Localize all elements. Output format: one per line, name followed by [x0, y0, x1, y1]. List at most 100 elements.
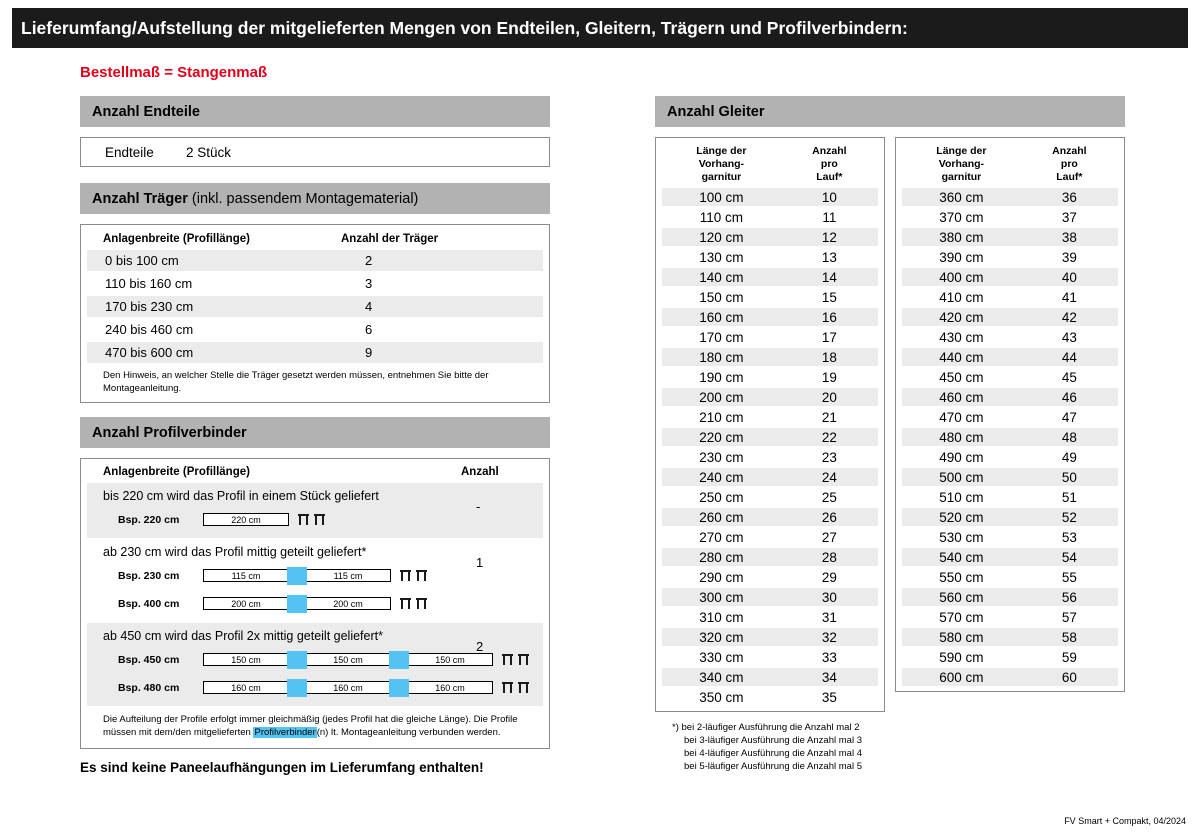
profile-segment: 160 cm [407, 681, 493, 695]
section-header-endteile: Anzahl Endteile [80, 96, 550, 127]
profilverbinder-table: Anlagenbreite (Profillänge) Anzahl bis 2… [80, 458, 550, 749]
length-cell: 280 cm [699, 549, 744, 565]
length-cell: 320 cm [699, 629, 744, 645]
table-row: 110 cm 11 [662, 208, 878, 226]
table-row: 150 cm 15 [662, 288, 878, 306]
length-cell: 570 cm [939, 609, 984, 625]
count-cell: 52 [1061, 509, 1077, 525]
table-row: 170 bis 230 cm 4 [87, 296, 543, 317]
table-row: 0 bis 100 cm 2 [87, 250, 543, 271]
count-cell: 60 [1061, 669, 1077, 685]
profile-example: Bsp. 400 cm 200 cm 200 cm [87, 594, 543, 613]
gleiter-table-header: Länge der Vorhang- garnitur Anzahl pro L… [662, 138, 878, 188]
profile-segment: 200 cm [203, 597, 289, 611]
pv-note-before: Die Aufteilung der Profile erfolgt immer… [103, 714, 518, 738]
section-title-traeger: Anzahl Träger [92, 190, 188, 207]
page-footer: FV Smart + Compakt, 04/2024 [1064, 816, 1186, 826]
table-row: 310 cm 31 [662, 608, 878, 626]
length-cell: 370 cm [939, 209, 984, 225]
count-cell: 57 [1061, 609, 1077, 625]
table-row: 550 cm 55 [902, 568, 1118, 586]
table-row: 370 cm 37 [902, 208, 1118, 226]
length-cell: 130 cm [699, 249, 744, 265]
profile-diagram: 200 cm 200 cm [203, 594, 391, 613]
count-cell: 54 [1061, 549, 1077, 565]
example-label: Bsp. 480 cm [118, 681, 180, 694]
table-row: 250 cm 25 [662, 488, 878, 506]
length-cell: 290 cm [699, 569, 744, 585]
length-cell: 470 cm [939, 409, 984, 425]
count-cell: 59 [1061, 649, 1077, 665]
count-cell: 55 [1061, 569, 1077, 585]
length-cell: 590 cm [939, 649, 984, 665]
length-cell: 530 cm [939, 529, 984, 545]
count-cell: 34 [821, 669, 837, 685]
count-cell: 23 [821, 449, 837, 465]
profile-segment: 150 cm [407, 653, 493, 667]
length-cell: 210 cm [699, 409, 744, 425]
section-title-endteile: Anzahl Endteile [92, 103, 200, 120]
length-cell: 250 cm [699, 489, 744, 505]
count-cell: 47 [1061, 409, 1077, 425]
length-cell: 310 cm [699, 609, 744, 625]
traeger-bracket-icon [400, 598, 427, 610]
table-row: 560 cm 56 [902, 588, 1118, 607]
table-row: 590 cm 59 [902, 648, 1118, 666]
count-cell: 16 [821, 309, 837, 325]
col-header-anzahl-pro-lauf: Anzahl pro Lauf* [812, 145, 847, 183]
table-row: 110 bis 160 cm 3 [87, 273, 543, 294]
length-cell: 360 cm [939, 189, 984, 205]
table-row: 470 cm 47 [902, 408, 1118, 426]
length-cell: 430 cm [939, 329, 984, 345]
range-cell: 470 bis 600 cm [105, 345, 194, 360]
count-cell: 27 [821, 529, 837, 545]
table-row: 470 bis 600 cm 9 [87, 342, 543, 363]
profile-example: Bsp. 230 cm 115 cm 115 cm [87, 566, 543, 585]
paneel-note: Es sind keine Paneelaufhängungen im Lief… [80, 759, 484, 775]
bracket-icon [502, 682, 513, 694]
pv-section-text: ab 450 cm wird das Profil 2x mittig gete… [103, 629, 383, 644]
table-row: 390 cm 39 [902, 248, 1118, 266]
table-row: 490 cm 49 [902, 448, 1118, 466]
table-row: 190 cm 19 [662, 368, 878, 386]
example-label: Bsp. 230 cm [118, 569, 180, 582]
count-cell: 48 [1061, 429, 1077, 445]
table-row: 240 bis 460 cm 6 [87, 319, 543, 340]
pv-section-bis-220: bis 220 cm wird das Profil in einem Stüc… [87, 483, 543, 539]
count-cell: 15 [821, 289, 837, 305]
table-row: 320 cm 32 [662, 628, 878, 647]
bracket-icon [314, 514, 325, 526]
col-header-anlagenbreite: Anlagenbreite (Profillänge) [103, 466, 250, 479]
count-cell: 18 [821, 349, 837, 365]
table-row: 240 cm 24 [662, 468, 878, 487]
length-cell: 140 cm [699, 269, 744, 285]
right-column: Anzahl Gleiter Länge der Vorhang- garnit… [655, 96, 1125, 774]
count-cell: 58 [1061, 629, 1077, 645]
profile-segment: 200 cm [305, 597, 391, 611]
length-cell: 500 cm [939, 469, 984, 485]
count-cell: 30 [821, 589, 837, 605]
table-row: 510 cm 51 [902, 488, 1118, 506]
gleiter-table-2: Länge der Vorhang- garnitur Anzahl pro L… [895, 137, 1125, 693]
count-cell: 29 [821, 569, 837, 585]
length-cell: 190 cm [699, 369, 744, 385]
count-cell: 51 [1061, 489, 1077, 505]
profile-segment: 160 cm [305, 681, 391, 695]
profile-segment: 160 cm [203, 681, 289, 695]
table-row: 210 cm 21 [662, 408, 878, 426]
table-row: 430 cm 43 [902, 328, 1118, 346]
page-title: Lieferumfang/Aufstellung der mitgeliefer… [21, 17, 908, 38]
length-cell: 300 cm [699, 589, 744, 605]
length-cell: 390 cm [939, 249, 984, 265]
profile-diagram: 160 cm 160 cm 160 cm [203, 678, 493, 697]
length-cell: 520 cm [939, 509, 984, 525]
count-cell: 25 [821, 489, 837, 505]
col-header-anzahl-pro-lauf: Anzahl pro Lauf* [1052, 145, 1087, 183]
count-cell: 37 [1061, 209, 1077, 225]
pv-note-highlight: Profilverbinder [253, 726, 317, 738]
length-cell: 260 cm [699, 509, 744, 525]
count-cell: 6 [365, 322, 373, 337]
count-cell: 46 [1061, 389, 1077, 405]
count-cell: 49 [1061, 449, 1077, 465]
pv-section-text: ab 230 cm wird das Profil mittig geteilt… [103, 545, 367, 560]
